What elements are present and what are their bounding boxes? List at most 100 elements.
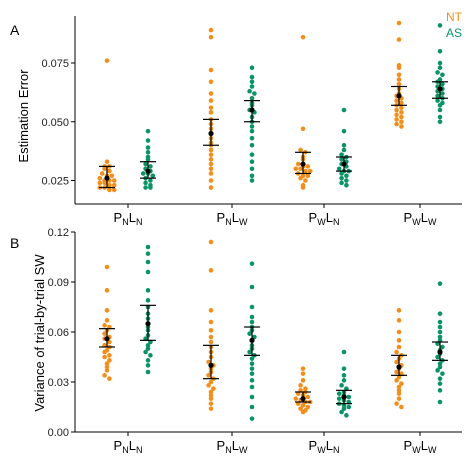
data-point-nt <box>394 112 399 117</box>
data-point-as <box>435 354 440 360</box>
data-point-nt <box>396 396 402 401</box>
data-point-as <box>339 175 344 181</box>
data-point-nt <box>102 373 107 378</box>
data-point-nt <box>102 331 107 336</box>
panel-b-x-ticks: PNLN PNLW PWLN PWLW <box>114 432 437 455</box>
data-point-nt <box>208 67 214 73</box>
data-point-nt <box>104 368 110 373</box>
data-point-nt <box>305 394 311 400</box>
mean-point <box>341 161 347 167</box>
data-point-nt <box>208 389 214 395</box>
data-point-nt <box>394 369 399 375</box>
data-point-nt <box>399 404 404 410</box>
x-tick-label: PWLW <box>404 210 437 227</box>
data-point-as <box>437 381 443 386</box>
data-point-nt <box>107 353 112 358</box>
data-point-as <box>339 383 344 388</box>
mean-point <box>341 394 347 400</box>
data-point-nt <box>208 91 214 96</box>
data-point-nt <box>208 171 214 176</box>
data-point-nt <box>399 114 404 120</box>
data-point-as <box>440 91 445 96</box>
data-point-nt <box>396 388 402 393</box>
data-point-as <box>145 343 151 348</box>
data-point-as <box>437 334 443 340</box>
data-point-nt <box>399 119 404 125</box>
data-point-nt <box>208 339 214 345</box>
data-point-as <box>148 178 153 183</box>
mean-point <box>437 349 443 355</box>
data-point-as <box>437 376 443 381</box>
data-point-nt <box>396 391 402 396</box>
data-point-nt <box>307 168 313 174</box>
data-point-as <box>341 128 347 134</box>
data-point-as <box>247 331 252 336</box>
data-point-as <box>249 378 255 383</box>
mean-point <box>396 364 402 370</box>
data-point-as <box>249 384 255 390</box>
data-point-as <box>344 173 349 179</box>
data-point-as <box>249 356 255 361</box>
data-point-nt <box>102 323 107 328</box>
data-point-nt <box>396 81 402 87</box>
mean-point <box>104 336 110 342</box>
data-point-nt <box>208 105 214 110</box>
data-point-nt <box>208 268 214 273</box>
y-tick-label: 0.06 <box>48 327 69 339</box>
data-point-as <box>145 128 151 134</box>
data-point-nt <box>396 72 402 78</box>
data-point-nt <box>394 378 399 383</box>
data-point-as <box>249 95 255 101</box>
x-tick-label: PNLW <box>217 210 248 227</box>
data-point-as <box>341 378 347 383</box>
y-tick-label: 0.03 <box>48 377 69 389</box>
data-point-nt <box>300 378 306 383</box>
data-point-as <box>437 399 443 405</box>
panel-b-summaries <box>99 304 448 405</box>
data-point-nt <box>102 354 107 360</box>
data-point-as <box>145 269 151 275</box>
data-point-nt <box>399 100 404 106</box>
panel-b-label: B <box>10 235 19 251</box>
data-point-nt <box>208 239 214 245</box>
data-point-nt <box>396 37 402 42</box>
data-point-nt <box>399 105 404 110</box>
data-point-as <box>249 166 255 172</box>
data-point-nt <box>396 384 402 390</box>
data-point-nt <box>303 386 308 391</box>
data-point-nt <box>394 359 399 365</box>
data-point-as <box>249 142 255 148</box>
data-point-as <box>437 319 443 325</box>
data-point-as <box>143 185 148 190</box>
data-point-as <box>249 319 255 325</box>
data-point-as <box>339 180 344 186</box>
panel-a-summaries <box>99 81 448 189</box>
data-point-as <box>437 364 443 370</box>
data-point-nt <box>300 403 306 408</box>
data-point-nt <box>104 159 110 164</box>
mean-point <box>249 107 255 113</box>
data-point-as <box>437 281 443 286</box>
data-point-as <box>435 368 440 373</box>
data-point-as <box>437 311 443 316</box>
data-point-nt <box>111 187 117 193</box>
mean-point <box>396 93 402 99</box>
data-point-nt <box>107 182 112 188</box>
panel-a-label: A <box>10 22 20 38</box>
data-point-nt <box>300 366 306 371</box>
data-point-nt <box>208 396 214 401</box>
data-point-nt <box>104 308 110 313</box>
data-point-as <box>341 366 347 371</box>
data-point-as <box>145 145 151 150</box>
data-point-as <box>145 288 151 293</box>
data-point-as <box>145 346 151 351</box>
data-point-as <box>143 161 148 167</box>
data-point-nt <box>206 383 211 388</box>
data-point-as <box>249 79 255 85</box>
mean-point <box>145 168 151 174</box>
data-point-nt <box>104 361 110 366</box>
mean-point <box>437 86 443 92</box>
y-tick-label: 0.12 <box>48 227 69 239</box>
data-point-as <box>249 74 255 80</box>
